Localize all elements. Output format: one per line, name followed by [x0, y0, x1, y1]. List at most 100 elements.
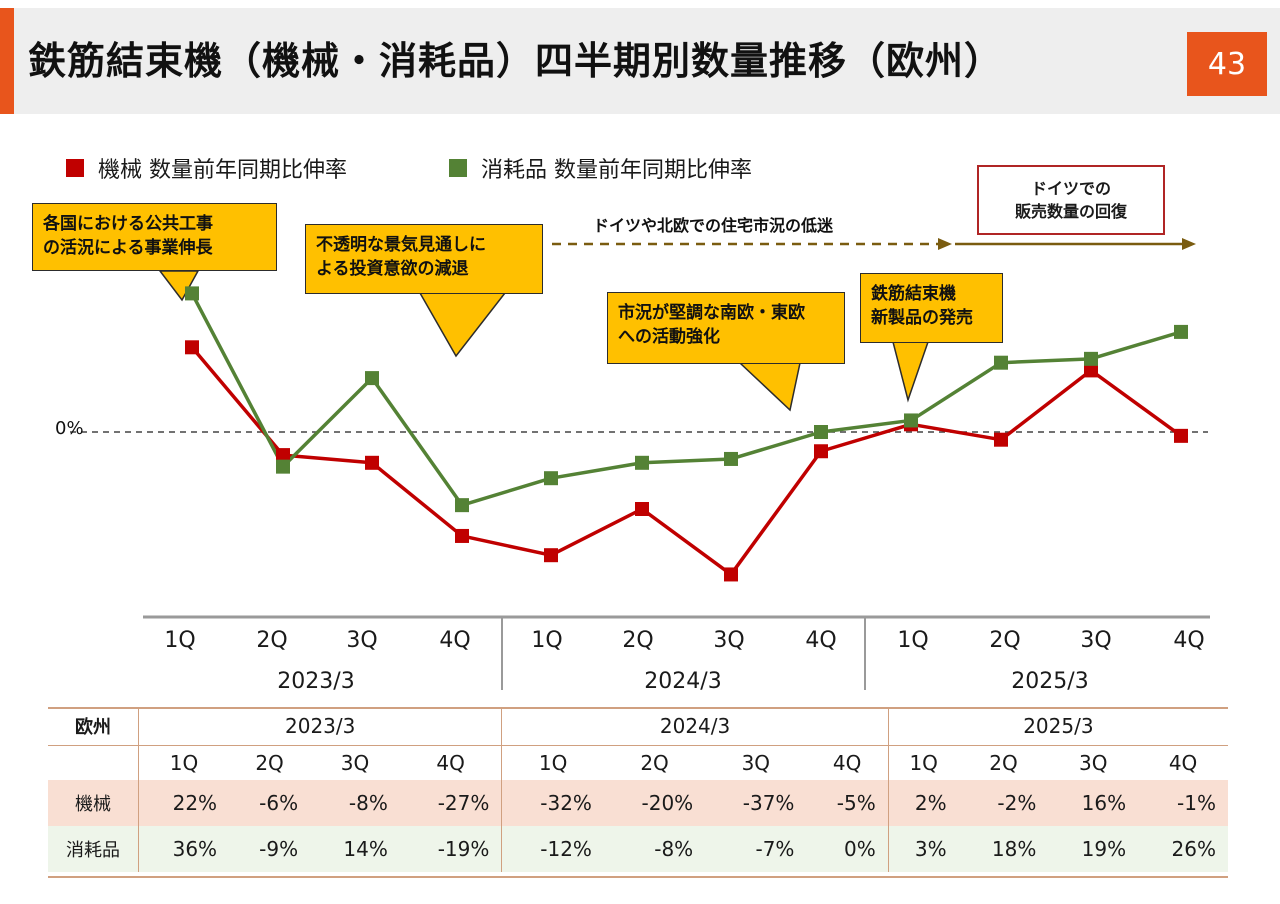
- x-tick-label: 4Q: [805, 628, 837, 653]
- data-point-consumable: [994, 355, 1008, 370]
- table-year-2025: 2025/3: [888, 707, 1228, 746]
- callout-pointers: [158, 270, 930, 412]
- x-tick-label: 2Q: [256, 628, 288, 653]
- x-tick-label: 1Q: [897, 628, 929, 653]
- table-cell: -5%: [806, 780, 889, 826]
- legend-swatch-machine: [66, 159, 84, 177]
- data-point-consumable: [904, 413, 918, 428]
- table-cell: -19%: [399, 826, 503, 872]
- note-housing-slump: ドイツや北欧での住宅市況の低迷: [593, 216, 834, 235]
- table-cell: -2%: [958, 780, 1049, 826]
- data-point-machine: [814, 444, 828, 459]
- table-cell: -1%: [1138, 780, 1228, 826]
- data-table: 欧州 2023/3 2024/3 2025/3 1Q 2Q 3Q 4Q 1Q 2Q 3Q 4Q…: [48, 707, 1228, 872]
- callout-south-east-europe-text: 市況が堅調な南欧・東欧 への活動強化: [618, 303, 805, 347]
- data-point-machine: [1084, 363, 1098, 378]
- x-tick-label: 1Q: [164, 628, 196, 653]
- data-point-machine: [1174, 428, 1188, 443]
- note-germany-recovery-text: ドイツでの 販売数量の回復: [1014, 179, 1127, 221]
- table-cell: 0%: [806, 826, 889, 872]
- note-germany-recovery: ドイツでの 販売数量の回復: [977, 165, 1165, 235]
- data-point-consumable: [724, 451, 738, 466]
- table-quarter-cell: 1Q: [538, 751, 568, 775]
- table-cell: -20%: [603, 780, 706, 826]
- callout-public-works-text: 各国における公共工事 の活況による事業伸長: [43, 214, 213, 258]
- table-quarter-cell: 4Q: [806, 745, 889, 780]
- table-cell: -8%: [310, 780, 400, 826]
- callout-pointer-public-works: [158, 270, 200, 302]
- x-tick-label: 3Q: [713, 628, 745, 653]
- table-cell: -37%: [705, 780, 807, 826]
- page-title: 鉄筋結束機（機械・消耗品）四半期別数量推移（欧州）: [28, 39, 1004, 83]
- x-tick-label: 4Q: [1173, 628, 1205, 653]
- data-point-consumable: [276, 459, 290, 474]
- x-tick-label: 3Q: [346, 628, 378, 653]
- data-point-consumable: [365, 371, 379, 386]
- callout-public-works: 各国における公共工事 の活況による事業伸長: [32, 203, 277, 271]
- data-point-machine: [544, 548, 558, 563]
- data-point-consumable: [1174, 324, 1188, 339]
- series-line-consumable: [190, 292, 1182, 507]
- callout-investment-text: 不透明な景気見通しに よる投資意欲の減退: [316, 235, 486, 279]
- callout-south-east-europe: 市況が堅調な南欧・東欧 への活動強化: [607, 292, 845, 364]
- table-year-2024: 2024/3: [501, 707, 889, 746]
- table-cell: 36%: [138, 826, 230, 872]
- table-quarter-row: 1Q 2Q 3Q 4Q 1Q 2Q 3Q 4Q 1Q 2Q 3Q 4Q: [48, 745, 1228, 780]
- table-quarter-row-label: [48, 745, 139, 780]
- x-tick-label: 2Q: [989, 628, 1021, 653]
- series-group: [185, 286, 1188, 582]
- callout-new-product-text: 鉄筋結束機 新製品の発売: [871, 284, 973, 328]
- table-row-consumable: 消耗品 36% -9% 14% -19% -12% -8% -7% 0% 3% 18% 19% 26%: [48, 826, 1228, 872]
- data-point-machine: [185, 340, 199, 355]
- table-cell: 19%: [1048, 826, 1139, 872]
- data-point-consumable: [1084, 351, 1098, 366]
- x-year-label-2023: 2023/3: [277, 669, 355, 694]
- legend-item-consumable: 消耗品 数量前年同期比伸率: [449, 152, 752, 184]
- x-year-label-2024: 2024/3: [644, 669, 722, 694]
- data-point-consumable: [814, 425, 828, 439]
- table-quarter-cell: 2Q: [989, 751, 1018, 775]
- table-cell: 2%: [888, 780, 959, 826]
- zero-label: 0%: [55, 418, 84, 439]
- callout-new-product: 鉄筋結束機 新製品の発売: [860, 273, 1003, 343]
- table-quarter-cell: 4Q: [399, 745, 503, 780]
- data-point-machine: [276, 448, 290, 463]
- data-point-machine: [455, 528, 469, 543]
- table-quarter-cell: 3Q: [741, 751, 771, 775]
- table-cell: 26%: [1138, 826, 1228, 872]
- x-tick-label: 2Q: [622, 628, 654, 653]
- callout-pointer-new-product: [892, 341, 930, 403]
- table-quarter-cell: 4Q: [1168, 751, 1198, 775]
- table-year-2023: 2023/3: [138, 707, 503, 746]
- callout-pointer-south-east-europe: [738, 362, 801, 412]
- data-point-consumable: [185, 286, 199, 301]
- table-row-machine: 機械 22% -6% -8% -27% -32% -20% -37% -5% 2% -2% 16% -…: [48, 780, 1228, 826]
- table-cell: -9%: [229, 826, 311, 872]
- table-cell: -12%: [501, 826, 604, 872]
- arrowhead-housing-slump: [938, 238, 952, 250]
- table-cell: -7%: [705, 826, 807, 872]
- table-quarter-cell: 1Q: [169, 751, 199, 775]
- table-cell: 3%: [888, 826, 959, 872]
- table-header-row: 欧州 2023/3 2024/3 2025/3: [48, 707, 1228, 746]
- table-quarter-cell: 1Q: [909, 751, 938, 775]
- table-cell: 16%: [1048, 780, 1139, 826]
- table-cell: -6%: [229, 780, 311, 826]
- legend-swatch-consumable: [449, 159, 467, 177]
- data-point-machine: [635, 502, 649, 516]
- title-accent-bar: [0, 8, 14, 114]
- data-point-consumable: [544, 471, 558, 486]
- table-cell: -32%: [501, 780, 604, 826]
- table-cell: 14%: [310, 826, 400, 872]
- table-cell: -8%: [603, 826, 706, 872]
- data-point-machine: [724, 567, 738, 582]
- data-point-machine: [994, 432, 1008, 447]
- x-year-label-2025: 2025/3: [1011, 669, 1089, 694]
- note-arrows: [552, 238, 1196, 250]
- table-cell: -27%: [399, 780, 503, 826]
- legend-label-consumable: 消耗品 数量前年同期比伸率: [481, 158, 752, 183]
- data-point-consumable: [635, 455, 649, 470]
- arrowhead-germany-recovery: [1182, 238, 1196, 250]
- table-row-machine-label: 機械: [48, 780, 139, 826]
